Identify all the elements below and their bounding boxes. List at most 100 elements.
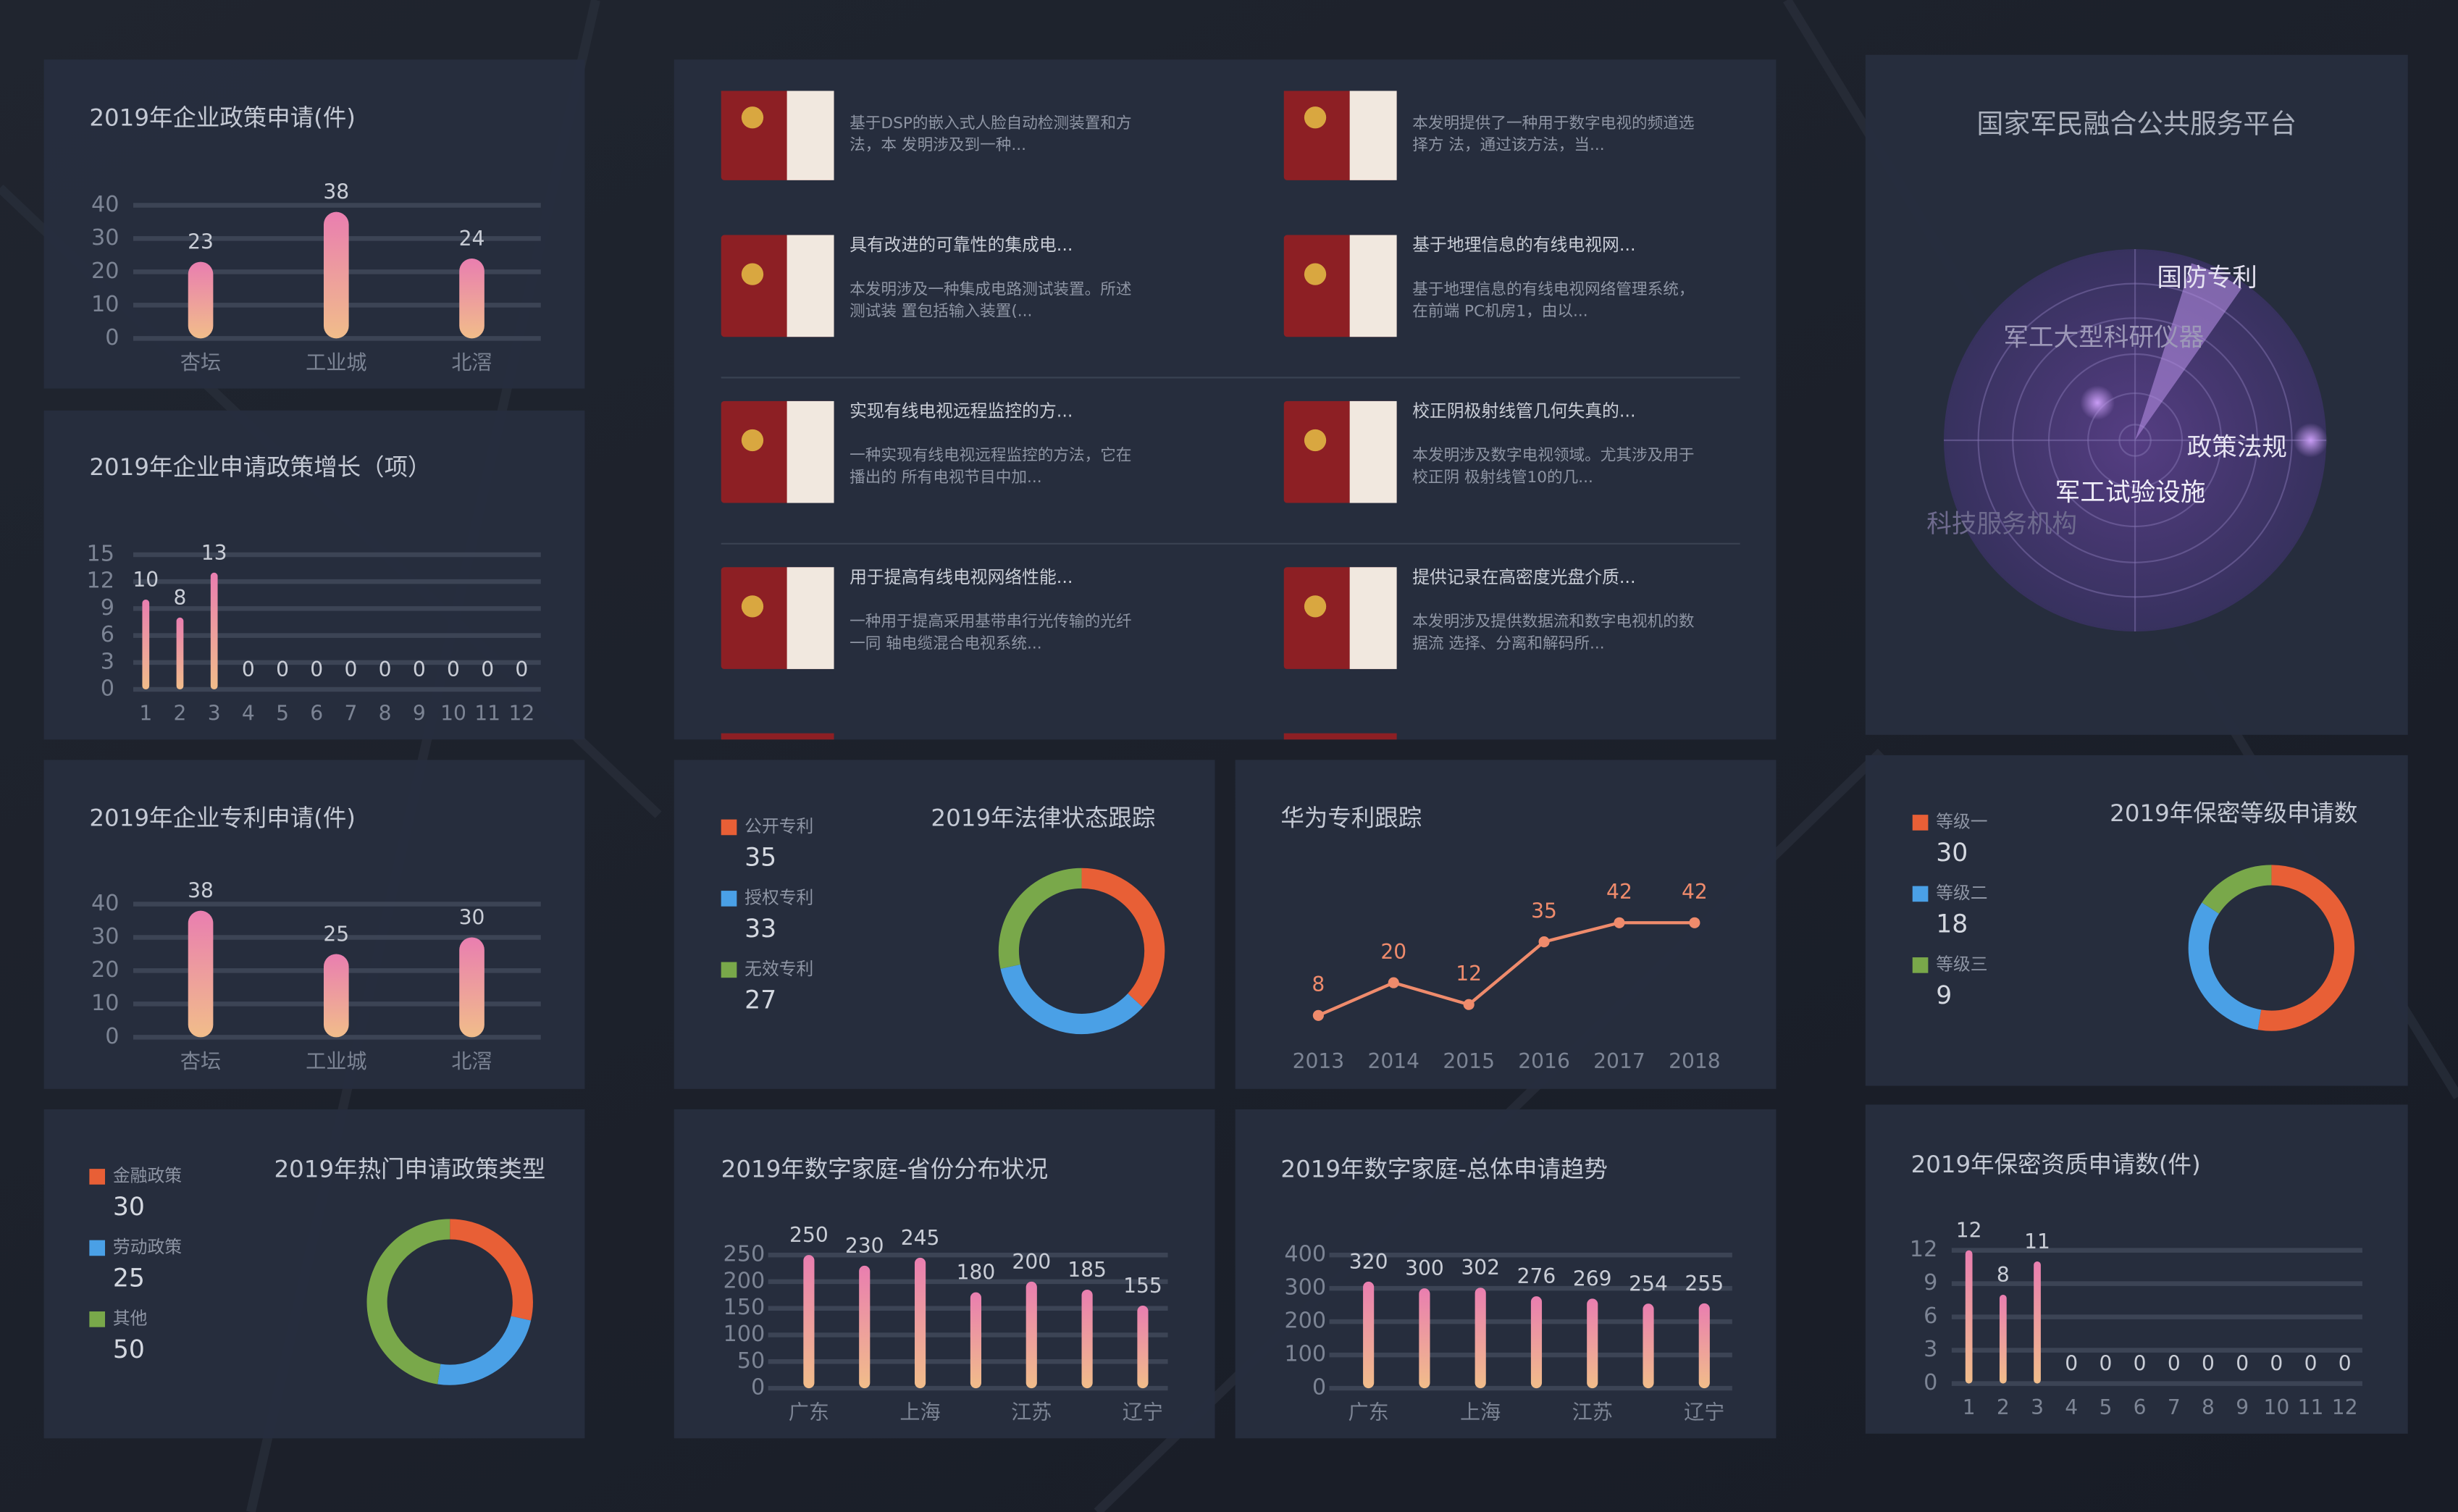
legend-swatch: [1912, 957, 1929, 973]
chart-title: 2019年数字家庭-总体申请趋势: [1280, 1155, 1607, 1183]
donut-segment: [437, 1315, 532, 1385]
value-label: 320: [1349, 1250, 1388, 1274]
y-tick-label: 0: [105, 1024, 119, 1049]
bar: [970, 1292, 982, 1389]
value-label: 0: [515, 658, 528, 681]
bar: [1025, 1281, 1037, 1389]
y-tick-label: 250: [723, 1242, 765, 1267]
chart-title: 2019年企业政策申请(件): [89, 104, 356, 131]
bar: [142, 599, 150, 690]
x-tick-label: 2: [1997, 1395, 2010, 1419]
y-tick-label: 400: [1284, 1242, 1326, 1267]
certificate-page: [1349, 567, 1397, 669]
bar: [915, 1257, 926, 1389]
value-label: 180: [957, 1261, 996, 1285]
y-tick-label: 0: [105, 325, 119, 350]
value-label: 200: [1012, 1250, 1051, 1274]
donut-segment: [2202, 865, 2272, 915]
point: [1538, 936, 1550, 948]
value-label: 0: [413, 658, 426, 681]
y-tick-label: 20: [91, 957, 119, 983]
x-tick-label: 10: [2263, 1395, 2289, 1419]
legend-swatch: [721, 962, 737, 978]
x-tick-label: 12: [2332, 1395, 2358, 1419]
radar-label: 政策法规: [2187, 433, 2287, 462]
patent-title: 实现有线电视远程监控的方...: [850, 401, 1073, 421]
y-tick-label: 10: [91, 991, 119, 1016]
certificate-emblem: [1304, 595, 1327, 618]
y-tick-label: 100: [723, 1322, 765, 1347]
value-label: 155: [1123, 1274, 1162, 1298]
chart-title: 2019年保密资质申请数(件): [1911, 1151, 2201, 1178]
bar: [210, 572, 218, 690]
patent-title: 基于地理信息的有线电视网...: [1412, 235, 1635, 255]
bar: [188, 261, 214, 339]
value-label: 255: [1685, 1272, 1724, 1295]
bar: [1137, 1306, 1149, 1389]
legend-swatch: [721, 891, 737, 907]
bar: [1363, 1281, 1375, 1389]
legend-swatch: [89, 1311, 106, 1327]
value-label: 42: [1682, 880, 1708, 904]
value-label: 20: [1380, 940, 1406, 964]
legend-value: 25: [113, 1264, 145, 1293]
bar: [1475, 1288, 1486, 1389]
y-tick-label: 0: [751, 1375, 765, 1400]
bar: [2034, 1261, 2041, 1384]
certificate-emblem: [741, 106, 764, 129]
legend-label: 授权专利: [744, 887, 813, 907]
legend-value: 50: [113, 1335, 145, 1364]
x-tick-label: 辽宁: [1684, 1400, 1724, 1424]
legend-label: 无效专利: [744, 959, 813, 979]
y-tick-label: 40: [91, 192, 119, 217]
x-tick-label: 2016: [1518, 1049, 1570, 1073]
x-tick-label: 江苏: [1011, 1400, 1052, 1424]
value-label: 230: [845, 1234, 884, 1258]
point: [1388, 977, 1399, 988]
value-label: 12: [1456, 962, 1482, 986]
value-label: 23: [188, 230, 214, 254]
y-tick-label: 3: [101, 649, 114, 674]
bar: [1419, 1288, 1430, 1389]
patent-title: 用于提高有线电视网络性能...: [850, 567, 1073, 587]
x-tick-label: 7: [344, 702, 357, 726]
donut-segment: [449, 1219, 533, 1321]
donut-segment: [1000, 964, 1143, 1035]
radar-dot: [2080, 385, 2115, 420]
x-tick-label: 11: [474, 702, 500, 726]
patent-title: 具有改进的可靠性的集成电...: [850, 235, 1073, 255]
certificate-page: [787, 400, 834, 503]
value-label: 0: [2134, 1352, 2147, 1376]
certificate-icon: [721, 733, 834, 740]
x-tick-label: 10: [440, 702, 466, 726]
certificate-emblem: [1304, 263, 1327, 285]
value-label: 0: [2099, 1352, 2112, 1376]
bar: [176, 617, 184, 690]
line: [1317, 921, 1695, 1017]
x-tick-label: 2017: [1593, 1049, 1645, 1073]
x-tick-label: 工业城: [306, 350, 366, 374]
point: [1463, 999, 1475, 1010]
y-tick-label: 3: [1924, 1337, 1937, 1362]
x-tick-label: 11: [2298, 1395, 2324, 1419]
y-tick-label: 15: [86, 541, 114, 566]
value-label: 0: [276, 658, 289, 681]
x-tick-label: 1: [139, 702, 152, 726]
value-label: 42: [1606, 880, 1632, 904]
value-label: 245: [901, 1226, 940, 1250]
y-tick-label: 0: [1924, 1370, 1937, 1395]
bar: [803, 1255, 815, 1389]
x-tick-label: 7: [2168, 1395, 2181, 1419]
bar: [1587, 1298, 1598, 1389]
x-tick-label: 9: [2236, 1395, 2249, 1419]
point: [1689, 917, 1700, 928]
certificate-page: [1349, 235, 1397, 337]
patent-desc: 播出的 所有电视节目中加...: [850, 469, 1041, 487]
x-tick-label: 上海: [899, 1400, 940, 1424]
y-tick-label: 0: [101, 676, 114, 702]
donut-segment: [366, 1219, 450, 1385]
chart-title: 2019年企业申请政策增长（项）: [89, 453, 431, 481]
bar: [188, 910, 214, 1038]
